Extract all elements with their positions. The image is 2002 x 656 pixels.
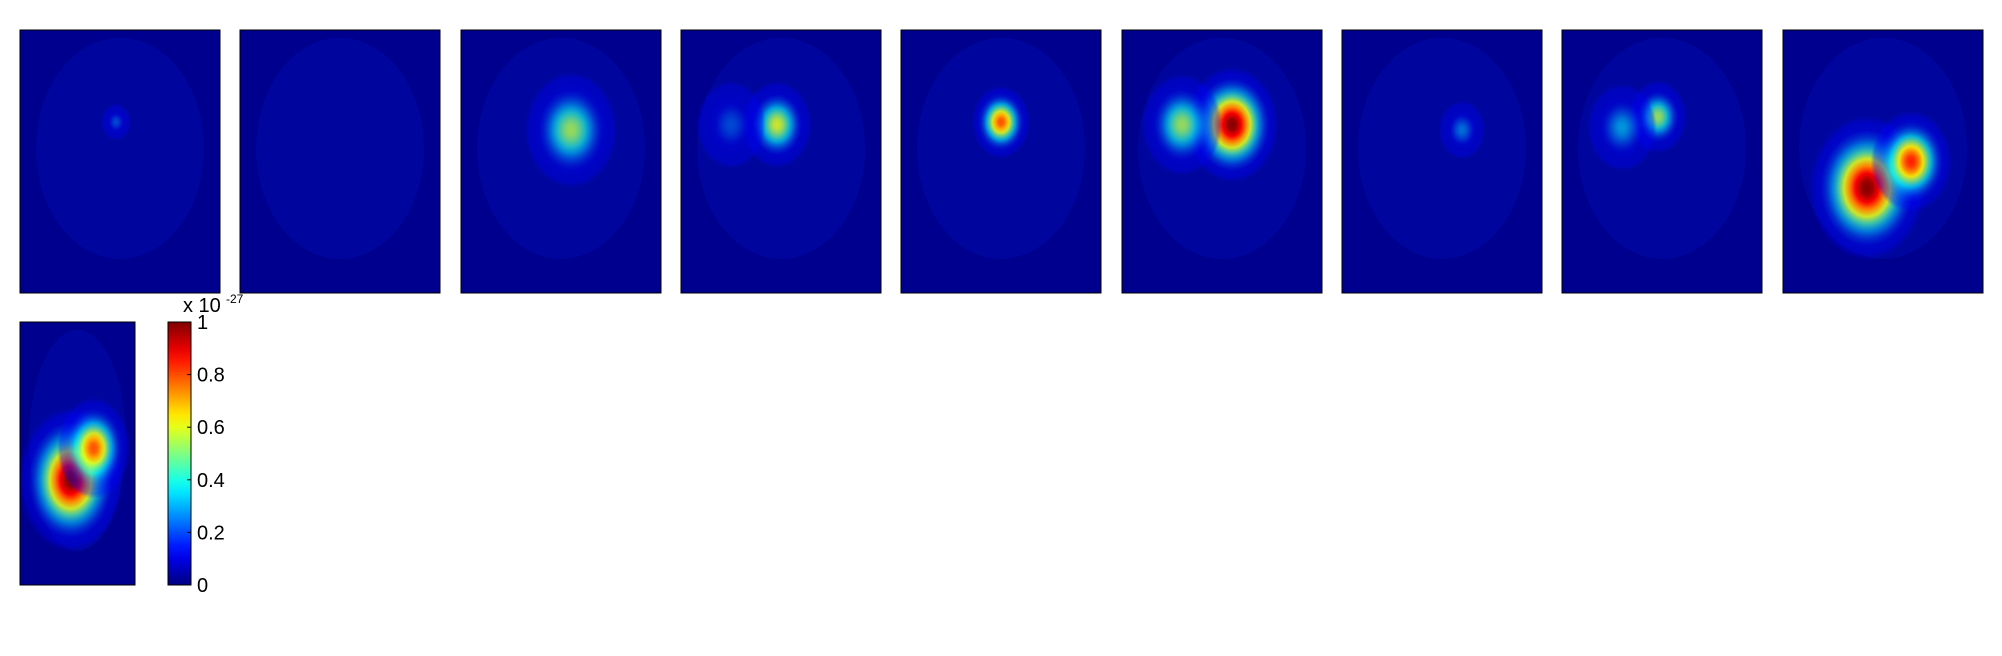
hotspot-1-1 bbox=[101, 103, 131, 141]
colorbar-exponent-power: -27 bbox=[226, 292, 244, 306]
heatmap-panel-10 bbox=[18, 321, 136, 586]
heatmap-panel-3 bbox=[460, 29, 662, 294]
hotspot-3-1 bbox=[524, 72, 618, 188]
panel-frame bbox=[19, 321, 136, 586]
colorbar-tick-label: 0.6 bbox=[197, 417, 225, 439]
hotspot-10-2 bbox=[57, 397, 131, 499]
panel-haze bbox=[256, 37, 424, 259]
colorbar-gradient bbox=[167, 321, 192, 586]
panel-frame bbox=[19, 29, 221, 294]
panel-haze bbox=[36, 37, 204, 259]
colorbar-tick-label: 0.4 bbox=[197, 470, 225, 492]
heatmap-panel-5 bbox=[900, 29, 1102, 294]
heatmap-panel-2 bbox=[239, 29, 441, 294]
heatmap-panel-9 bbox=[1782, 29, 1984, 294]
panel-background bbox=[240, 30, 440, 293]
heatmap-panel-8 bbox=[1561, 29, 1763, 294]
hotspot-7-1 bbox=[1438, 101, 1486, 159]
heatmap-panel-4 bbox=[680, 29, 882, 294]
panel-frame bbox=[1782, 29, 1984, 294]
hotspot-5-1 bbox=[972, 85, 1030, 159]
panel-frame bbox=[239, 29, 441, 294]
hotspot-9-2 bbox=[1870, 110, 1952, 213]
hotspot-6-2 bbox=[1141, 74, 1223, 176]
panel-background bbox=[901, 30, 1101, 293]
colorbar-exponent-base: x 10 bbox=[183, 295, 221, 317]
panel-frame bbox=[680, 29, 882, 294]
panel-background bbox=[1342, 30, 1542, 293]
panel-haze bbox=[1358, 37, 1526, 259]
panel-background bbox=[1562, 30, 1762, 293]
colorbar: 0 0.2 0.4 0.6 0.8 1 x 10 -27 bbox=[167, 292, 244, 597]
panel-background bbox=[20, 30, 220, 293]
heatmap-panel-1 bbox=[19, 29, 221, 294]
colorbar-tick-label: 1 bbox=[197, 312, 208, 334]
heatmap-panel-6 bbox=[1121, 29, 1323, 294]
heatmap-panels bbox=[18, 29, 1984, 586]
colorbar-tick-label: 0.2 bbox=[197, 522, 225, 544]
panel-frame bbox=[1341, 29, 1543, 294]
panel-frame bbox=[1121, 29, 1323, 294]
panel-frame bbox=[1561, 29, 1763, 294]
panel-frame bbox=[900, 29, 1102, 294]
colorbar-ticks: 0 0.2 0.4 0.6 0.8 1 bbox=[187, 312, 225, 597]
colorbar-tick-label: 0 bbox=[197, 575, 208, 597]
colorbar-tick-label: 0.8 bbox=[197, 365, 225, 387]
heatmap-panel-7 bbox=[1341, 29, 1543, 294]
hotspot-4-2 bbox=[696, 81, 766, 169]
panel-frame bbox=[460, 29, 662, 294]
hotspot-8-2 bbox=[1587, 83, 1657, 171]
